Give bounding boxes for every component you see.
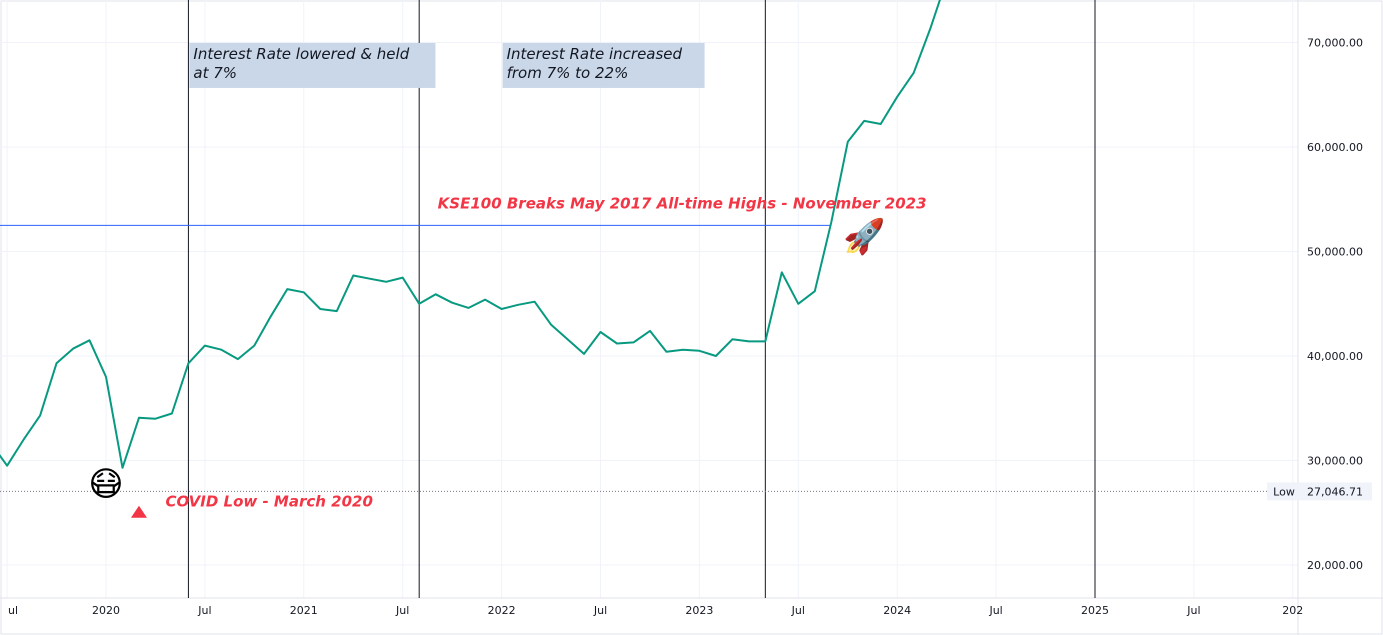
time-axis-tick: Jul [395, 604, 409, 617]
time-axis-tick: 2025 [1081, 604, 1109, 617]
time-axis-tick: Jul [1186, 604, 1200, 617]
price-axis-tick: 70,000.00 [1307, 37, 1363, 50]
annotation-rate-increased-box [502, 42, 705, 88]
time-axis-tick: 2022 [488, 604, 516, 617]
price-axis-tick: 30,000.00 [1307, 455, 1363, 468]
price-axis-tick: 60,000.00 [1307, 141, 1363, 154]
time-axis-tick: 2023 [685, 604, 713, 617]
annotation-rate-lowered-text: at 7% [193, 64, 237, 82]
low-value: 27,046.71 [1307, 485, 1363, 498]
price-axis-tick: 20,000.00 [1307, 559, 1363, 572]
low-value-box [1301, 482, 1372, 501]
rocket-icon: 🚀 [843, 217, 885, 257]
time-axis-tick: 2021 [290, 604, 318, 617]
time-axis-tick: ul [8, 604, 18, 617]
annotation-kse-breaks: KSE100 Breaks May 2017 All-time Highs - … [438, 194, 927, 212]
time-axis-tick: 2020 [92, 604, 120, 617]
price-axis-tick: 50,000.00 [1307, 246, 1363, 259]
low-tag: Low [1273, 485, 1295, 498]
annotation-rate-increased-text: Interest Rate increased [507, 45, 683, 63]
time-axis-tick: Jul [988, 604, 1002, 617]
mask-face-icon: 😷 [88, 464, 123, 504]
time-axis-tick: Jul [197, 604, 211, 617]
price-axis: 20,000.00 30,000.00 40,000.00 50,000.00 60,0… [1307, 37, 1363, 573]
time-axis-tick: Jul [791, 604, 805, 617]
time-axis-tick: Jul [593, 604, 607, 617]
triangle-up-marker [130, 505, 147, 518]
price-axis-tick: 40,000.00 [1307, 350, 1363, 363]
annotation-rate-increased-text: from 7% to 22% [507, 64, 629, 82]
time-axis-tick: 202 [1282, 604, 1303, 617]
annotation-rate-lowered-box [189, 42, 436, 88]
low-tag-box [1267, 482, 1301, 501]
annotation-rate-lowered-text: Interest Rate lowered & held [193, 45, 409, 63]
annotation-covid-low: COVID Low - March 2020 [165, 492, 372, 510]
grid [0, 0, 1298, 598]
time-axis-tick: 2024 [883, 604, 911, 617]
time-axis: ul 2020 Jul 2021 Jul 2022 Jul 2023 Jul 2024 Jul 202… [8, 604, 1303, 617]
kse100-price-line [0, 0, 941, 469]
